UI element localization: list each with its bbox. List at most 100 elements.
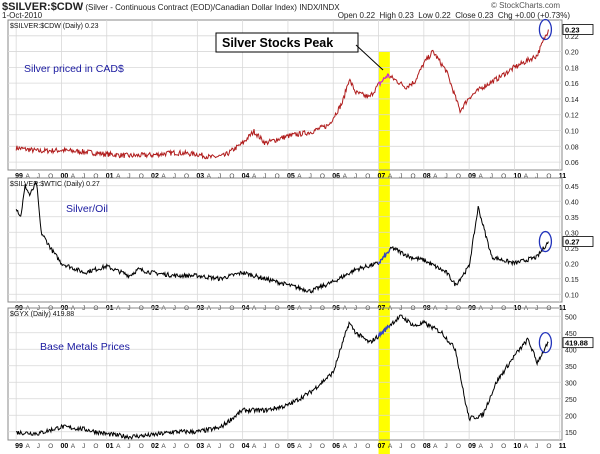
x-month-label: J — [82, 173, 85, 180]
x-month-label: A — [433, 443, 438, 450]
x-month-label: O — [456, 173, 461, 180]
x-month-label: J — [263, 443, 266, 450]
x-year-label: 07 — [378, 443, 386, 450]
y-tick-label: 500 — [565, 314, 577, 321]
x-month-label: O — [48, 173, 53, 180]
price-summary: Open 0.22 High 0.23 Low 0.22 Close 0.23 … — [337, 11, 570, 20]
last-value-box — [562, 337, 594, 349]
x-year-label: 01 — [106, 443, 114, 450]
x-month-label: J — [309, 443, 312, 450]
x-month-label: A — [207, 443, 212, 450]
last-value-label: 0.23 — [565, 25, 580, 34]
x-year-label: 08 — [423, 173, 431, 180]
panel-frame — [7, 307, 563, 441]
x-year-label: 03 — [196, 443, 204, 450]
y-tick-label: 0.22 — [565, 34, 579, 41]
y-tick-label: 0.25 — [565, 246, 579, 253]
x-month-label: A — [207, 173, 212, 180]
x-month-label: A — [524, 173, 529, 180]
x-month-label: J — [127, 173, 130, 180]
highlight-band — [378, 52, 390, 454]
x-year-label: 11 — [559, 173, 567, 180]
x-month-label: J — [218, 173, 221, 180]
x-month-label: J — [490, 173, 493, 180]
x-month-label: O — [275, 443, 280, 450]
close-value: 0.23 — [477, 11, 494, 20]
x-year-label: 05 — [287, 173, 295, 180]
series-line — [15, 180, 549, 294]
x-year-label: 99 — [15, 443, 23, 450]
x-month-label: A — [252, 443, 257, 450]
open-value: 0.22 — [359, 11, 376, 20]
x-month-label: J — [535, 443, 538, 450]
x-month-label: O — [229, 443, 234, 450]
x-year-label: 02 — [151, 443, 159, 450]
y-tick-label: 0.18 — [565, 65, 579, 72]
x-month-label: A — [388, 173, 393, 180]
series-line — [15, 29, 549, 160]
y-tick-label: 250 — [565, 397, 577, 404]
y-tick-label: 0.12 — [565, 113, 579, 120]
x-month-label: J — [37, 173, 40, 180]
x-month-label: O — [546, 443, 551, 450]
x-month-label: J — [173, 443, 176, 450]
y-tick-label: 0.20 — [565, 261, 579, 268]
x-month-label: J — [127, 443, 130, 450]
highlight-circle — [538, 331, 553, 354]
x-month-label: J — [399, 443, 402, 450]
x-month-label: O — [320, 443, 325, 450]
panel-frame — [7, 19, 563, 171]
x-month-label: A — [252, 173, 257, 180]
series-highlight — [377, 324, 391, 338]
y-tick-label: 0.08 — [565, 144, 579, 151]
x-month-label: O — [501, 173, 506, 180]
x-month-label: A — [71, 443, 76, 450]
x-month-label: J — [535, 173, 538, 180]
chart-date: 1-Oct-2010 — [2, 11, 43, 20]
panel-2: 0.10 0.15 0.20 0.25 0.30 0.35 0.40 0.45 $SILVER:… — [7, 177, 594, 312]
x-month-label: O — [93, 443, 98, 450]
series-highlight — [377, 248, 391, 265]
x-month-label: A — [343, 443, 348, 450]
panel-annotation: Silver/Oil — [66, 203, 108, 215]
brand-logo: © StockCharts.com — [490, 1, 560, 10]
y-tick-label: 0.16 — [565, 81, 579, 88]
x-year-label: 10 — [513, 173, 521, 180]
x-month-label: O — [546, 173, 551, 180]
x-year-label: 06 — [332, 173, 340, 180]
x-month-label: J — [82, 443, 85, 450]
x-month-label: A — [478, 173, 483, 180]
callout-box — [215, 32, 359, 53]
last-value-box — [562, 24, 594, 35]
x-month-label: J — [354, 443, 357, 450]
x-year-label: 02 — [151, 173, 159, 180]
x-month-label: A — [25, 443, 30, 450]
x-year-label: 00 — [60, 173, 68, 180]
y-tick-label: 0.14 — [565, 97, 579, 104]
series-highlight — [378, 73, 391, 87]
x-year-label: 10 — [513, 443, 521, 450]
x-year-label: 09 — [468, 443, 476, 450]
highlight-circle — [538, 230, 553, 253]
callout-label: Silver Stocks Peak — [222, 36, 333, 50]
symbol: $SILVER:$CDW — [2, 1, 84, 13]
x-month-label: J — [37, 443, 40, 450]
y-tick-label: 450 — [565, 331, 577, 338]
x-month-label: O — [411, 173, 416, 180]
x-month-label: A — [161, 173, 166, 180]
panel-annotation: Base Metals Prices — [40, 341, 130, 353]
x-month-label: O — [48, 443, 53, 450]
x-month-label: O — [365, 173, 370, 180]
x-month-label: A — [161, 443, 166, 450]
y-tick-label: 150 — [565, 430, 577, 437]
panel-annotation: Silver priced in CAD$ — [24, 63, 124, 75]
x-month-label: O — [184, 443, 189, 450]
y-tick-label: 200 — [565, 413, 577, 420]
x-month-label: J — [444, 173, 447, 180]
x-month-label: A — [116, 173, 121, 180]
y-tick-label: 0.15 — [565, 277, 579, 284]
change-value: +0.00 (+0.73%) — [514, 11, 570, 20]
x-year-label: 01 — [106, 173, 114, 180]
x-year-label: 04 — [242, 173, 250, 180]
